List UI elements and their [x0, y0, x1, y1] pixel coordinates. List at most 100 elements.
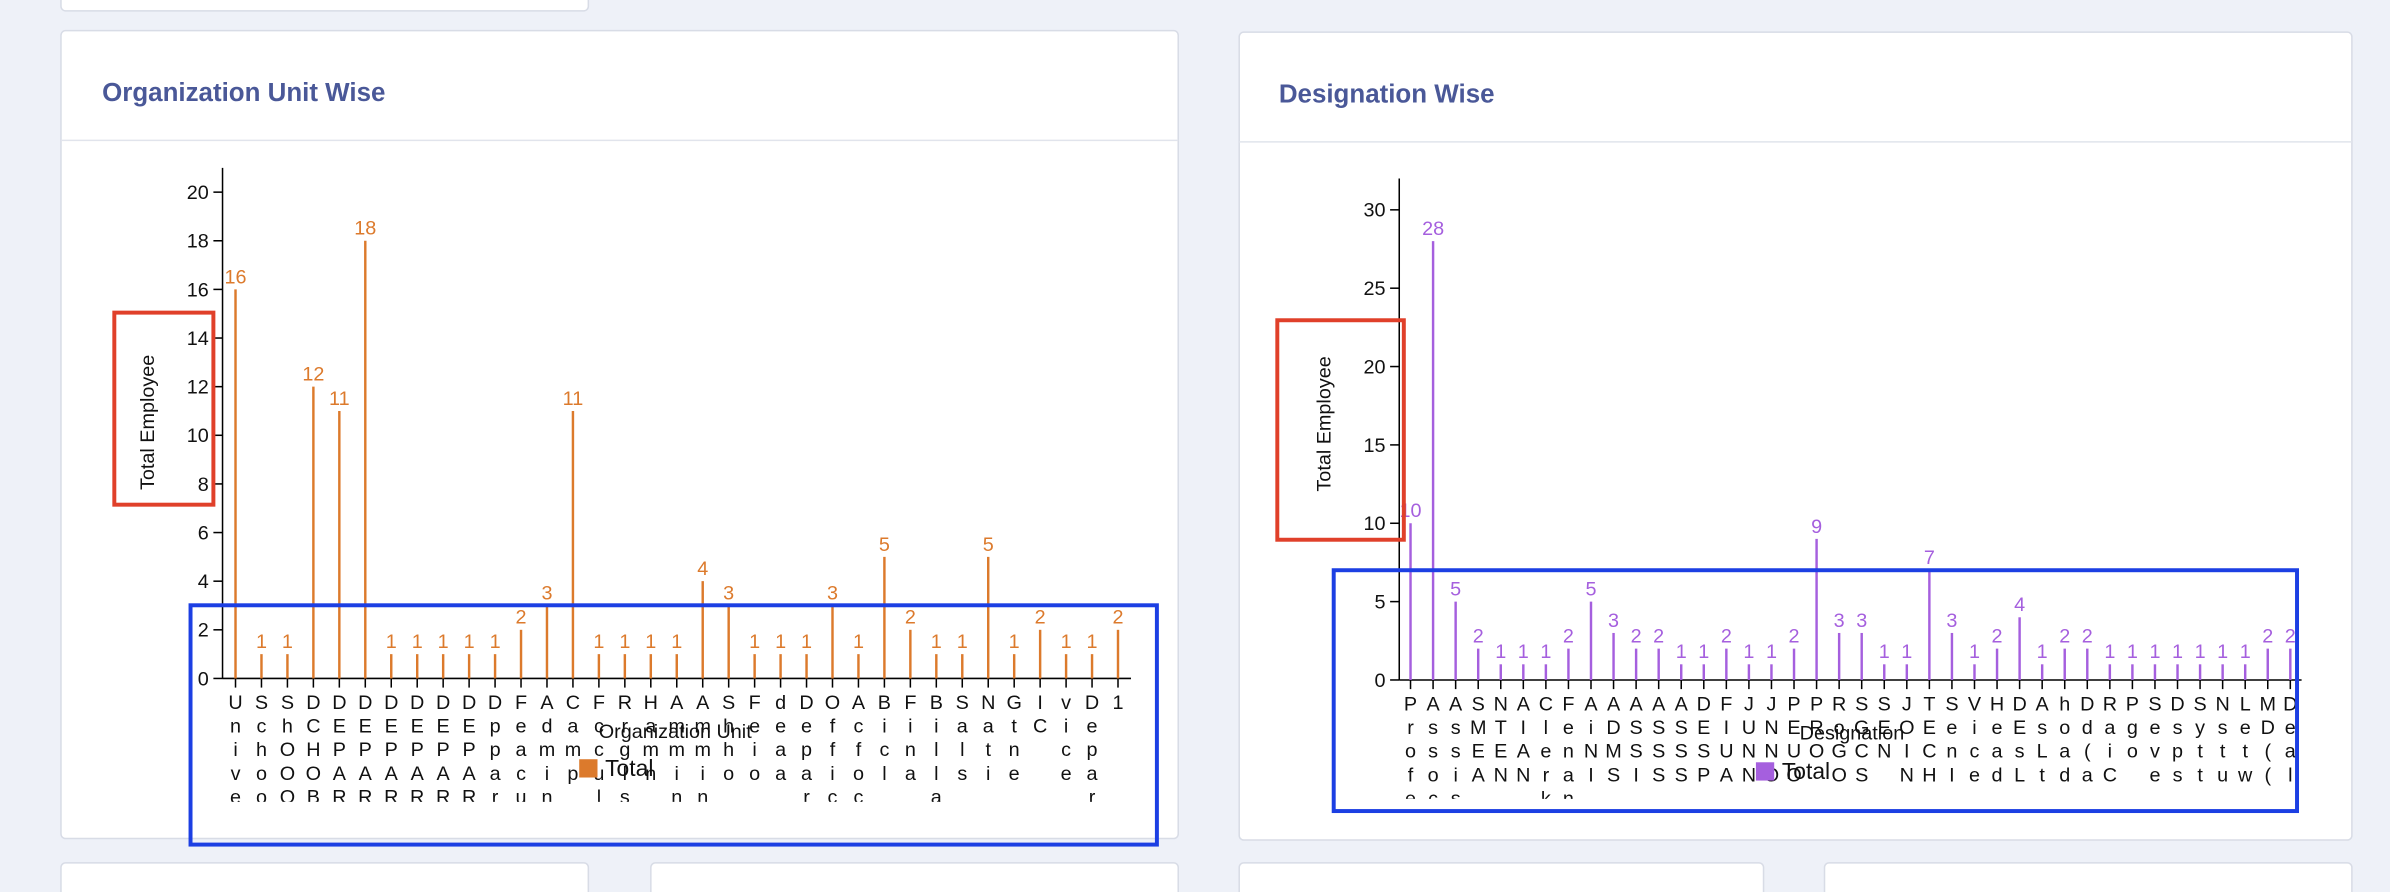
legend-label: Total: [605, 755, 653, 781]
y-tick-label: 8: [198, 474, 209, 496]
card: [60, 0, 590, 12]
value-label: 3: [827, 582, 838, 604]
x-tick-label: M D((: [2260, 693, 2277, 786]
x-tick-label: 1: [1112, 692, 1123, 714]
value-label: 2: [1035, 607, 1046, 629]
y-tick-label: 0: [198, 668, 209, 690]
value-label: 4: [697, 558, 708, 580]
y-tick-label: 25: [1363, 278, 1385, 300]
value-label: 9: [1811, 516, 1822, 538]
value-label: 1: [1087, 631, 1098, 653]
value-label: 1: [775, 631, 786, 653]
value-label: 1: [1743, 641, 1754, 663]
value-label: 3: [541, 582, 552, 604]
value-label: 2: [1721, 626, 1732, 648]
highlight-box: [1331, 568, 2300, 814]
legend-label: Total: [1782, 758, 1830, 784]
value-label: 1: [645, 631, 656, 653]
card: [1238, 31, 2353, 841]
value-label: 2: [1631, 626, 1642, 648]
value-label: 2: [1473, 626, 1484, 648]
value-label: 2: [1992, 626, 2003, 648]
y-tick-label: 4: [198, 571, 209, 593]
value-label: 3: [1946, 610, 1957, 632]
value-label: 1: [2037, 641, 2048, 663]
value-label: 1: [2149, 641, 2160, 663]
value-label: 1: [282, 631, 293, 653]
y-tick-label: 12: [187, 377, 209, 399]
value-label: 2: [2059, 626, 2070, 648]
value-label: 1: [1766, 641, 1777, 663]
value-label: 3: [1856, 610, 1867, 632]
value-label: 1: [1009, 631, 1020, 653]
legend-swatch: [579, 759, 598, 778]
card: [1238, 862, 1765, 892]
value-label: 16: [225, 266, 247, 288]
value-label: 3: [723, 582, 734, 604]
x-tick-label: Assis: [1449, 693, 1463, 810]
value-label: 1: [671, 631, 682, 653]
value-label: 2: [516, 607, 527, 629]
x-tick-label: Fenan: [1562, 693, 1575, 810]
value-label: 28: [1422, 218, 1444, 240]
value-label: 1: [2240, 641, 2251, 663]
value-label: 1: [256, 631, 267, 653]
y-tick-label: 10: [1363, 513, 1385, 535]
value-label: 5: [1585, 579, 1596, 601]
value-label: 1: [412, 631, 423, 653]
card: [1823, 862, 2353, 892]
x-tick-label: Clerk: [1539, 693, 1553, 810]
value-label: 7: [1924, 547, 1935, 569]
value-label: 1: [1698, 641, 1709, 663]
value-label: 1: [490, 631, 501, 653]
value-label: 1: [2172, 641, 2183, 663]
value-label: 12: [302, 364, 324, 386]
x-axis-title: Organization Unit: [599, 721, 752, 743]
value-label: 11: [329, 388, 350, 410]
value-label: 1: [2127, 641, 2138, 663]
value-label: 1: [749, 631, 760, 653]
x-axis-title: Designation: [1800, 722, 1905, 744]
highlight-box: [112, 310, 216, 507]
legend-swatch: [1755, 762, 1775, 781]
value-label: 1: [1495, 641, 1506, 663]
